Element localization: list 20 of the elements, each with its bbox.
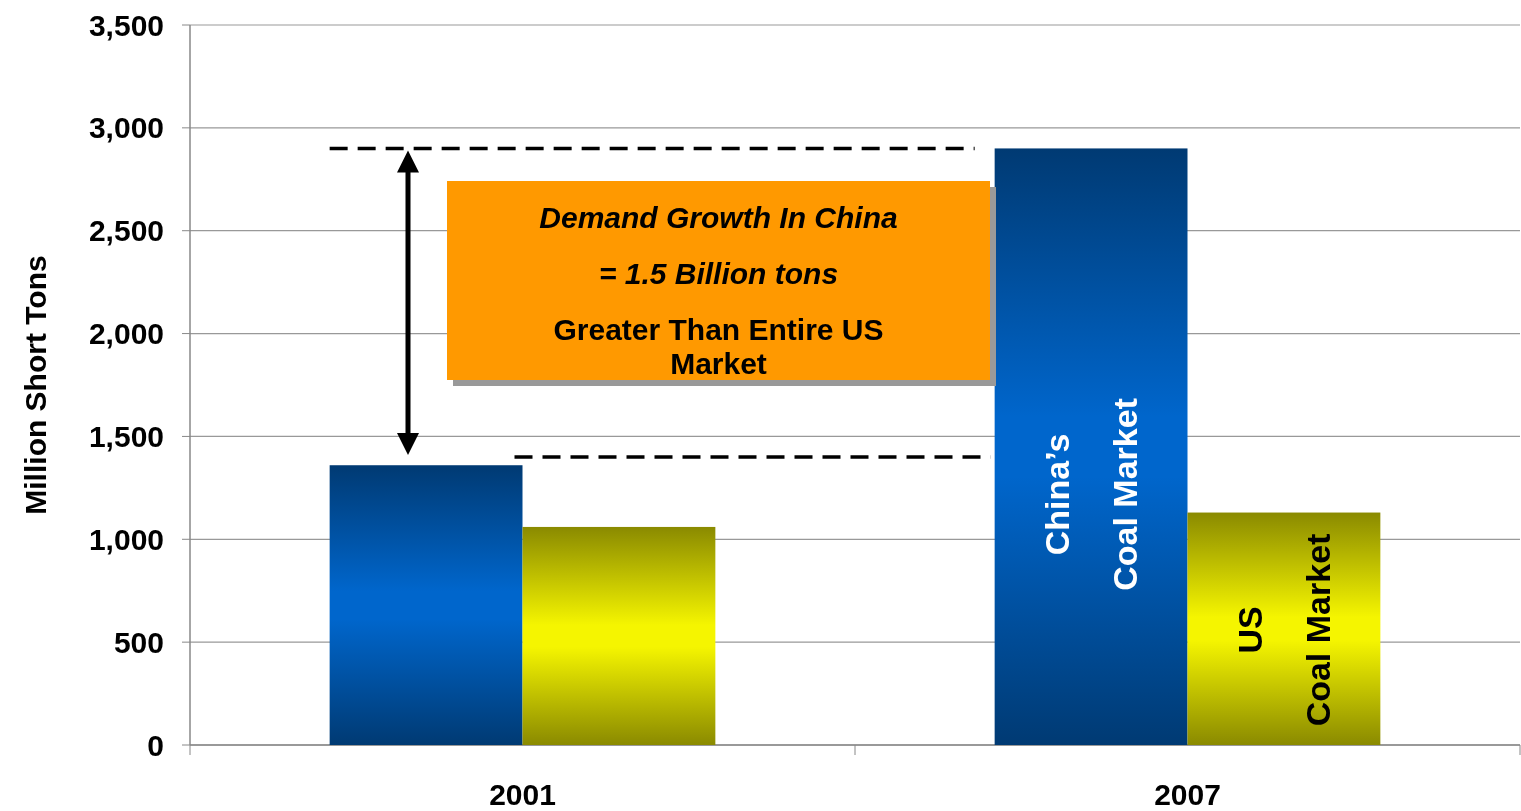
y-axis-title: Million Short Tons [19,255,52,515]
series-label: US Coal Market [1230,533,1337,727]
y-tick-label: 1,000 [88,522,164,556]
y-tick-label: 3,500 [88,8,164,42]
bar [522,526,716,745]
bar [329,465,523,745]
annotation: = 1.5 Billion tons [598,256,839,290]
annotation: Demand Growth In China [539,200,898,234]
y-tick-label: 1,500 [88,419,164,453]
y-tick-label: 2,500 [88,214,164,248]
annotation: Greater Than Entire US Market [553,312,884,380]
y-tick-label: 0 [147,728,164,762]
bar [1187,512,1381,745]
y-tick-label: 3,000 [88,111,164,145]
y-tick-label: 500 [113,625,164,659]
bar [994,148,1188,745]
x-tick-label: 2001 [489,778,556,811]
y-tick-label: 2,000 [88,317,164,351]
x-tick-label: 2007 [1154,778,1221,811]
series-label: China’s Coal Market [1038,398,1145,591]
